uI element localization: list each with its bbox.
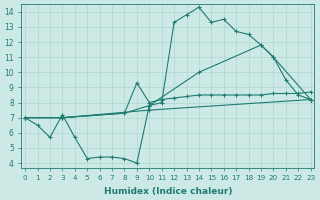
- X-axis label: Humidex (Indice chaleur): Humidex (Indice chaleur): [104, 187, 232, 196]
